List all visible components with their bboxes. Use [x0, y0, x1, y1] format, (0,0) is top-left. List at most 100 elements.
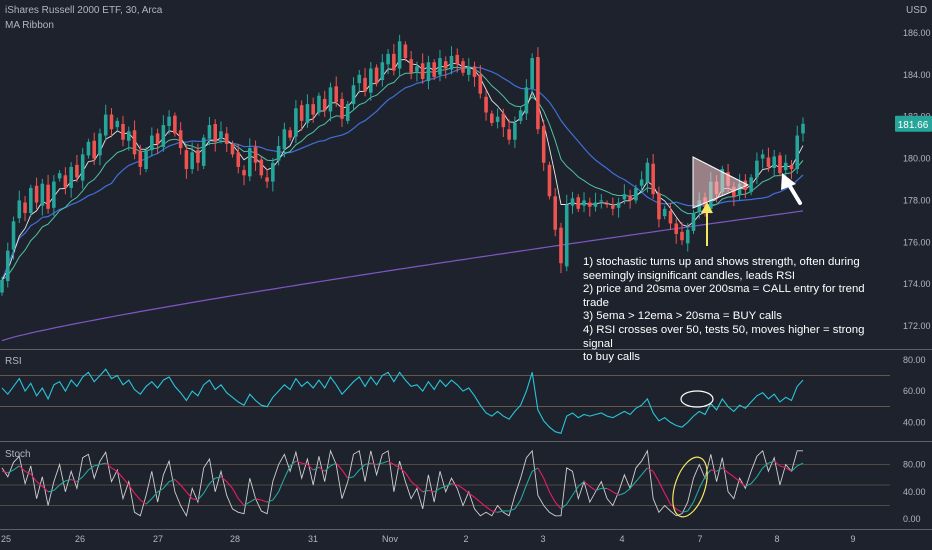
time-tick-label: 28	[230, 534, 240, 544]
stoch-d-segment	[393, 464, 400, 469]
stoch-d-segment	[635, 474, 643, 482]
candle-body	[501, 113, 506, 128]
candle-body	[98, 133, 102, 156]
candle-body	[490, 113, 494, 123]
rsi-ellipse-icon	[680, 390, 714, 408]
candle-body	[403, 44, 408, 59]
candle-body	[576, 197, 581, 209]
stoch-d-segment	[485, 506, 493, 512]
candle-body	[103, 114, 108, 136]
candle-body	[755, 160, 759, 178]
candle-body	[651, 163, 655, 195]
price-tick-label: 176.00	[903, 237, 931, 247]
stoch-d-segment	[508, 508, 516, 512]
candle-body	[345, 104, 350, 121]
candle-body	[17, 200, 22, 219]
stoch-d-segment	[618, 492, 625, 496]
stoch-d-segment	[70, 479, 78, 483]
stoch-d-segment	[53, 484, 61, 491]
candle-body	[224, 133, 229, 144]
candle-body	[196, 150, 200, 163]
stoch-d-segment	[335, 462, 343, 471]
candle-body	[276, 146, 281, 161]
candle-body	[265, 177, 269, 182]
candle-body	[657, 193, 661, 220]
candle-body	[507, 129, 511, 140]
stoch-d-segment	[151, 491, 159, 500]
strategy-annotation: 1) stochastic turns up and shows strengt…	[583, 256, 883, 365]
stoch-d-segment	[554, 501, 562, 510]
rsi-pane[interactable]	[0, 368, 890, 434]
stoch-d-segment	[750, 476, 758, 484]
time-tick-label: 25	[1, 534, 11, 544]
stoch-d-segment	[13, 465, 20, 471]
stoch-d-segment	[185, 491, 193, 500]
candle-body	[732, 186, 736, 197]
price-tick-label: 172.00	[903, 321, 931, 331]
candle-body	[207, 125, 212, 139]
stoch-d-segment	[399, 467, 406, 474]
stoch-d-segment	[30, 473, 38, 482]
stoch-d-segment	[18, 465, 26, 472]
white-arrow-icon	[781, 173, 796, 190]
candle-body	[369, 68, 373, 93]
time-tick-label: Nov	[382, 534, 399, 544]
candle-body	[420, 63, 425, 79]
candle-body	[299, 105, 304, 121]
candle-body	[795, 135, 800, 170]
rsi-tick-label: 40.00	[903, 417, 926, 427]
rsi-tick-label: 80.00	[903, 355, 926, 365]
candle-body	[23, 202, 27, 213]
stoch-d-segment	[122, 477, 130, 486]
drawings[interactable]	[666, 156, 802, 521]
stoch-d-segment	[468, 492, 475, 498]
candle-body	[184, 150, 189, 170]
stoch-d-segment	[249, 498, 256, 503]
candle-body	[432, 62, 436, 77]
candle-body	[415, 66, 419, 72]
stoch-d-segment	[295, 460, 302, 464]
stoch-d-segment	[497, 510, 504, 513]
candle-body	[230, 143, 235, 155]
candle-body	[253, 147, 258, 163]
price-pane[interactable]	[0, 34, 805, 342]
stoch-d-segment	[76, 476, 84, 483]
candle-body	[737, 183, 742, 196]
candle-body	[541, 126, 546, 163]
stoch-pane[interactable]	[0, 449, 890, 518]
time-tick-label: 7	[697, 534, 702, 544]
stoch-d-segment	[47, 489, 54, 493]
candle-body	[691, 213, 696, 231]
symbol-title: iShares Russell 2000 ETF, 30, Arca	[5, 5, 163, 16]
time-tick-label: 8	[774, 534, 779, 544]
stoch-d-segment	[768, 460, 775, 464]
stoch-ellipse-icon	[672, 456, 708, 518]
candle-body	[634, 187, 638, 201]
stoch-d-segment	[209, 477, 216, 485]
stoch-d-segment	[739, 481, 746, 487]
time-tick-label: 3	[540, 534, 545, 544]
candle-body	[530, 58, 534, 89]
stoch-d-segment	[203, 483, 210, 494]
stoch-tick-label: 40.00	[903, 487, 926, 497]
candle-body	[472, 66, 477, 77]
currency-label: USD	[906, 5, 928, 16]
stoch-d-segment	[376, 462, 383, 466]
candle-body	[466, 66, 471, 75]
candle-body	[213, 124, 218, 142]
stoch-d-segment	[577, 481, 585, 487]
stoch-d-segment	[416, 485, 424, 493]
stoch-d-segment	[99, 462, 106, 466]
stoch-d-segment	[324, 465, 331, 472]
candle-body	[242, 170, 246, 176]
price-tick-label: 178.00	[903, 195, 931, 205]
stoch-d-segment	[134, 492, 141, 501]
annotation-line-6: to buy calls	[583, 351, 640, 364]
stoch-pane-title: Stoch	[5, 449, 31, 460]
candle-body	[628, 196, 632, 201]
stoch-d-segment	[624, 487, 631, 494]
stoch-d-segment	[307, 464, 314, 471]
stoch-d-segment	[773, 460, 781, 467]
